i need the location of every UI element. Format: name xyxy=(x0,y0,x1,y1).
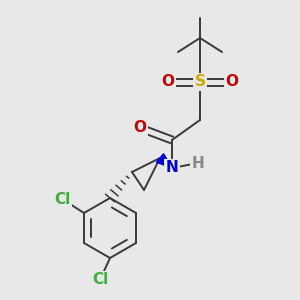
Text: Cl: Cl xyxy=(92,272,108,287)
Polygon shape xyxy=(157,154,172,168)
Text: Cl: Cl xyxy=(54,191,70,206)
Text: S: S xyxy=(194,74,206,89)
Text: O: O xyxy=(226,74,238,89)
Text: N: N xyxy=(166,160,178,175)
Text: H: H xyxy=(192,155,204,170)
Text: O: O xyxy=(134,121,146,136)
Text: O: O xyxy=(161,74,175,89)
